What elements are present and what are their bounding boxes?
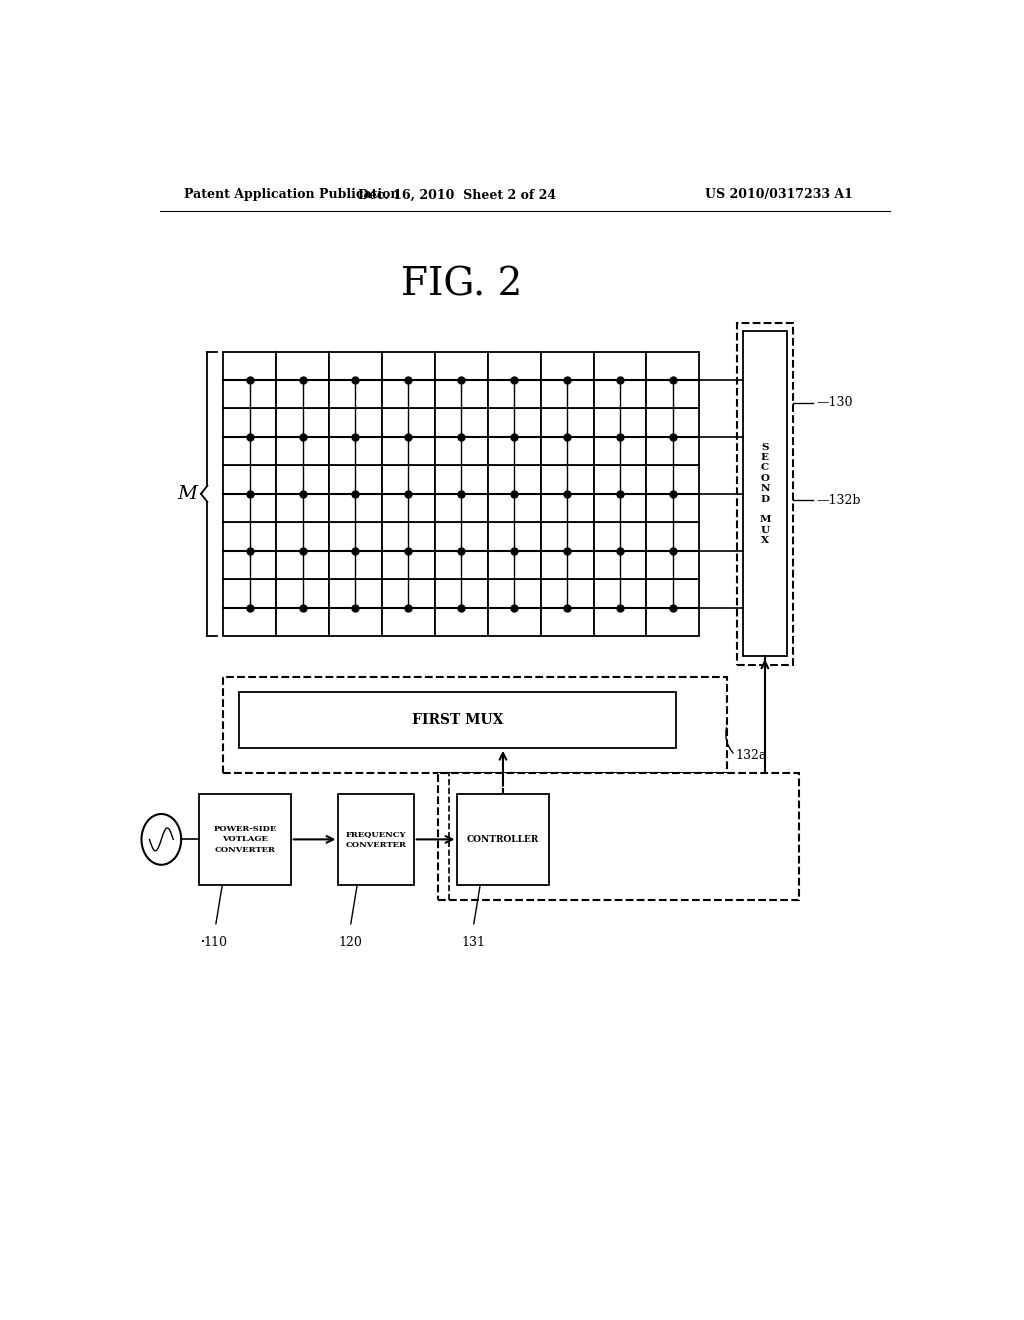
Circle shape — [141, 814, 181, 865]
Bar — [329, 579, 382, 636]
Bar — [541, 523, 594, 579]
Bar — [646, 523, 699, 579]
Bar — [329, 408, 382, 466]
Bar — [382, 351, 435, 408]
Bar — [487, 466, 541, 523]
Bar — [435, 351, 487, 408]
Bar — [594, 523, 646, 579]
Bar — [276, 466, 329, 523]
Text: 131: 131 — [462, 936, 485, 949]
Bar — [200, 793, 291, 886]
Bar — [276, 579, 329, 636]
Text: FREQUENCY
CONVERTER: FREQUENCY CONVERTER — [345, 830, 407, 849]
Bar — [646, 408, 699, 466]
Bar — [382, 523, 435, 579]
Bar — [223, 351, 276, 408]
Bar — [329, 351, 382, 408]
Bar — [382, 408, 435, 466]
Bar — [435, 523, 487, 579]
Bar — [594, 466, 646, 523]
Bar — [435, 579, 487, 636]
Bar — [646, 466, 699, 523]
Bar — [736, 323, 793, 664]
Bar — [487, 351, 541, 408]
Bar — [223, 579, 276, 636]
Text: 110: 110 — [204, 936, 228, 949]
Text: FIRST MUX: FIRST MUX — [412, 713, 503, 727]
Bar — [646, 579, 699, 636]
Bar — [276, 523, 329, 579]
Text: FIG. 2: FIG. 2 — [400, 267, 522, 304]
Bar — [594, 579, 646, 636]
Bar — [223, 408, 276, 466]
Text: US 2010/0317233 A1: US 2010/0317233 A1 — [705, 189, 853, 202]
Text: —130: —130 — [817, 396, 853, 409]
Bar — [329, 523, 382, 579]
Bar — [487, 523, 541, 579]
Bar — [646, 351, 699, 408]
Bar — [382, 466, 435, 523]
Bar — [541, 466, 594, 523]
Bar — [541, 408, 594, 466]
Bar — [435, 408, 487, 466]
Bar — [594, 351, 646, 408]
Bar — [276, 351, 329, 408]
Text: Patent Application Publication: Patent Application Publication — [183, 189, 399, 202]
Text: ·: · — [200, 933, 206, 950]
Bar — [382, 579, 435, 636]
Bar — [435, 466, 487, 523]
Bar — [743, 331, 786, 656]
Bar — [541, 351, 594, 408]
Text: 120: 120 — [339, 936, 362, 949]
Bar — [276, 408, 329, 466]
Bar — [240, 692, 676, 748]
Bar — [223, 523, 276, 579]
Text: M: M — [177, 484, 198, 503]
Bar — [223, 677, 727, 774]
Bar — [487, 408, 541, 466]
Bar — [329, 466, 382, 523]
Bar — [487, 579, 541, 636]
Bar — [594, 408, 646, 466]
Text: CONTROLLER: CONTROLLER — [467, 834, 539, 843]
Bar — [458, 793, 549, 886]
Bar — [541, 579, 594, 636]
Bar — [437, 774, 799, 900]
Text: S
E
C
O
N
D

M
U
X: S E C O N D M U X — [759, 442, 771, 545]
Text: 132a: 132a — [735, 748, 767, 762]
Text: POWER-SIDE
VOTLAGE
CONVERTER: POWER-SIDE VOTLAGE CONVERTER — [213, 825, 276, 854]
Bar — [223, 466, 276, 523]
Text: —132b: —132b — [817, 494, 861, 507]
Bar — [338, 793, 414, 886]
Text: Dec. 16, 2010  Sheet 2 of 24: Dec. 16, 2010 Sheet 2 of 24 — [358, 189, 556, 202]
